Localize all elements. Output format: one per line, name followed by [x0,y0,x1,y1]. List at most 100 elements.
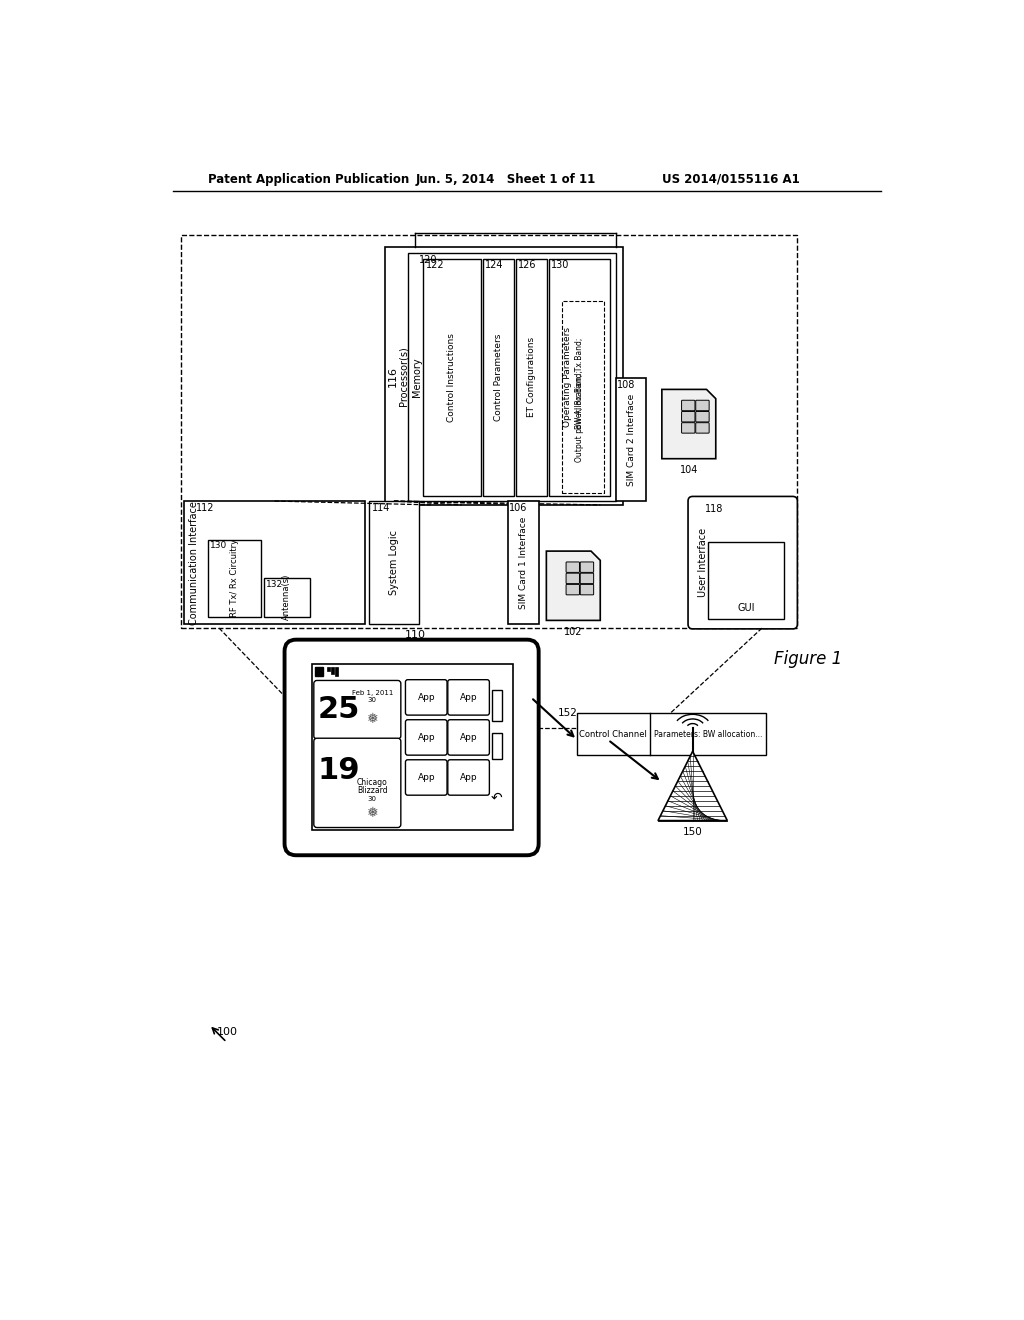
Text: 126: 126 [518,260,537,271]
Text: 130: 130 [551,260,569,271]
Bar [708,543,783,619]
Text: 124: 124 [484,260,503,271]
FancyBboxPatch shape [581,562,594,573]
FancyBboxPatch shape [566,562,580,573]
Text: Communication Interface: Communication Interface [188,500,199,624]
Text: 116: 116 [387,366,397,387]
Text: 110: 110 [404,734,426,744]
Text: 30: 30 [368,796,377,803]
Text: 130: 130 [210,541,227,550]
FancyBboxPatch shape [581,585,594,595]
Bar [423,259,481,496]
Text: 100: 100 [217,1027,238,1038]
Text: Memory: Memory [412,358,422,397]
Bar [508,502,539,624]
FancyBboxPatch shape [313,681,400,739]
Bar [264,578,310,616]
Text: BW Allocation; Tx Band;: BW Allocation; Tx Band; [574,338,584,429]
Text: App: App [460,693,477,702]
Text: 122: 122 [425,260,444,271]
FancyBboxPatch shape [313,738,400,828]
Text: 132: 132 [266,579,284,589]
Text: ET Configurations: ET Configurations [527,337,537,417]
Text: 104: 104 [680,465,698,475]
Bar [335,667,338,676]
Text: 102: 102 [564,627,583,636]
FancyBboxPatch shape [695,422,710,433]
Text: Control Channel: Control Channel [580,730,647,739]
Text: Patent Application Publication: Patent Application Publication [208,173,409,186]
Text: Control Instructions: Control Instructions [447,333,456,421]
Text: ↶: ↶ [490,791,503,804]
Bar [180,235,797,628]
Bar [615,378,646,502]
Bar [331,667,334,673]
Text: Jun. 5, 2014   Sheet 1 of 11: Jun. 5, 2014 Sheet 1 of 11 [416,173,596,186]
Text: System Logic: System Logic [389,531,399,595]
FancyBboxPatch shape [688,496,798,628]
FancyBboxPatch shape [406,719,447,755]
Text: App: App [418,774,435,781]
Text: Figure 1: Figure 1 [774,649,843,668]
Text: App: App [418,693,435,702]
FancyBboxPatch shape [447,760,489,795]
Text: GUI: GUI [737,603,755,612]
FancyBboxPatch shape [406,680,447,715]
Bar [493,733,502,759]
Text: 114: 114 [372,503,390,513]
Text: ❅: ❅ [367,807,378,820]
Text: 110: 110 [404,631,426,640]
Text: Parameters: BW allocation...: Parameters: BW allocation... [654,730,762,739]
Polygon shape [658,751,727,821]
Text: Blizzard: Blizzard [357,787,388,795]
Bar [562,301,604,494]
Bar [550,259,609,496]
FancyBboxPatch shape [566,573,580,583]
Text: 108: 108 [617,380,636,391]
Text: 25: 25 [317,696,359,725]
Text: App: App [418,733,435,742]
Bar [370,502,419,624]
Bar [578,713,766,755]
Text: Operating Parameters: Operating Parameters [563,327,572,428]
Text: US 2014/0155116 A1: US 2014/0155116 A1 [662,173,800,186]
Text: User Interface: User Interface [698,528,709,597]
Text: Control Parameters: Control Parameters [495,334,503,421]
Text: 152: 152 [558,708,578,718]
Text: 150: 150 [683,826,702,837]
FancyBboxPatch shape [447,680,489,715]
Text: RF Tx/ Rx Circuitry: RF Tx/ Rx Circuitry [230,539,239,618]
Bar [483,259,514,496]
Bar [315,667,323,676]
Text: 106: 106 [509,503,527,513]
FancyBboxPatch shape [682,422,695,433]
Polygon shape [547,552,600,620]
FancyBboxPatch shape [581,573,594,583]
Bar [493,689,502,721]
Text: Processor(s): Processor(s) [399,346,409,407]
Bar [385,247,624,506]
Bar [327,667,330,671]
Text: ❅: ❅ [367,711,378,726]
FancyBboxPatch shape [406,760,447,795]
FancyBboxPatch shape [566,585,580,595]
Bar [516,259,547,496]
FancyBboxPatch shape [682,412,695,422]
FancyBboxPatch shape [285,640,539,855]
Text: 112: 112 [196,503,214,513]
Bar [208,540,261,616]
Text: 118: 118 [705,504,723,513]
Text: 19: 19 [317,756,359,785]
FancyBboxPatch shape [695,400,710,411]
FancyBboxPatch shape [695,412,710,422]
Text: 120: 120 [419,256,438,265]
Text: Chicago: Chicago [357,777,388,787]
Text: App: App [460,774,477,781]
FancyBboxPatch shape [682,400,695,411]
FancyBboxPatch shape [447,719,489,755]
Bar [311,664,513,830]
Polygon shape [662,389,716,459]
Text: Output power; Rx Band; ...: Output power; Rx Band; ... [574,360,584,462]
Text: App: App [460,733,477,742]
Text: 30: 30 [368,697,377,704]
